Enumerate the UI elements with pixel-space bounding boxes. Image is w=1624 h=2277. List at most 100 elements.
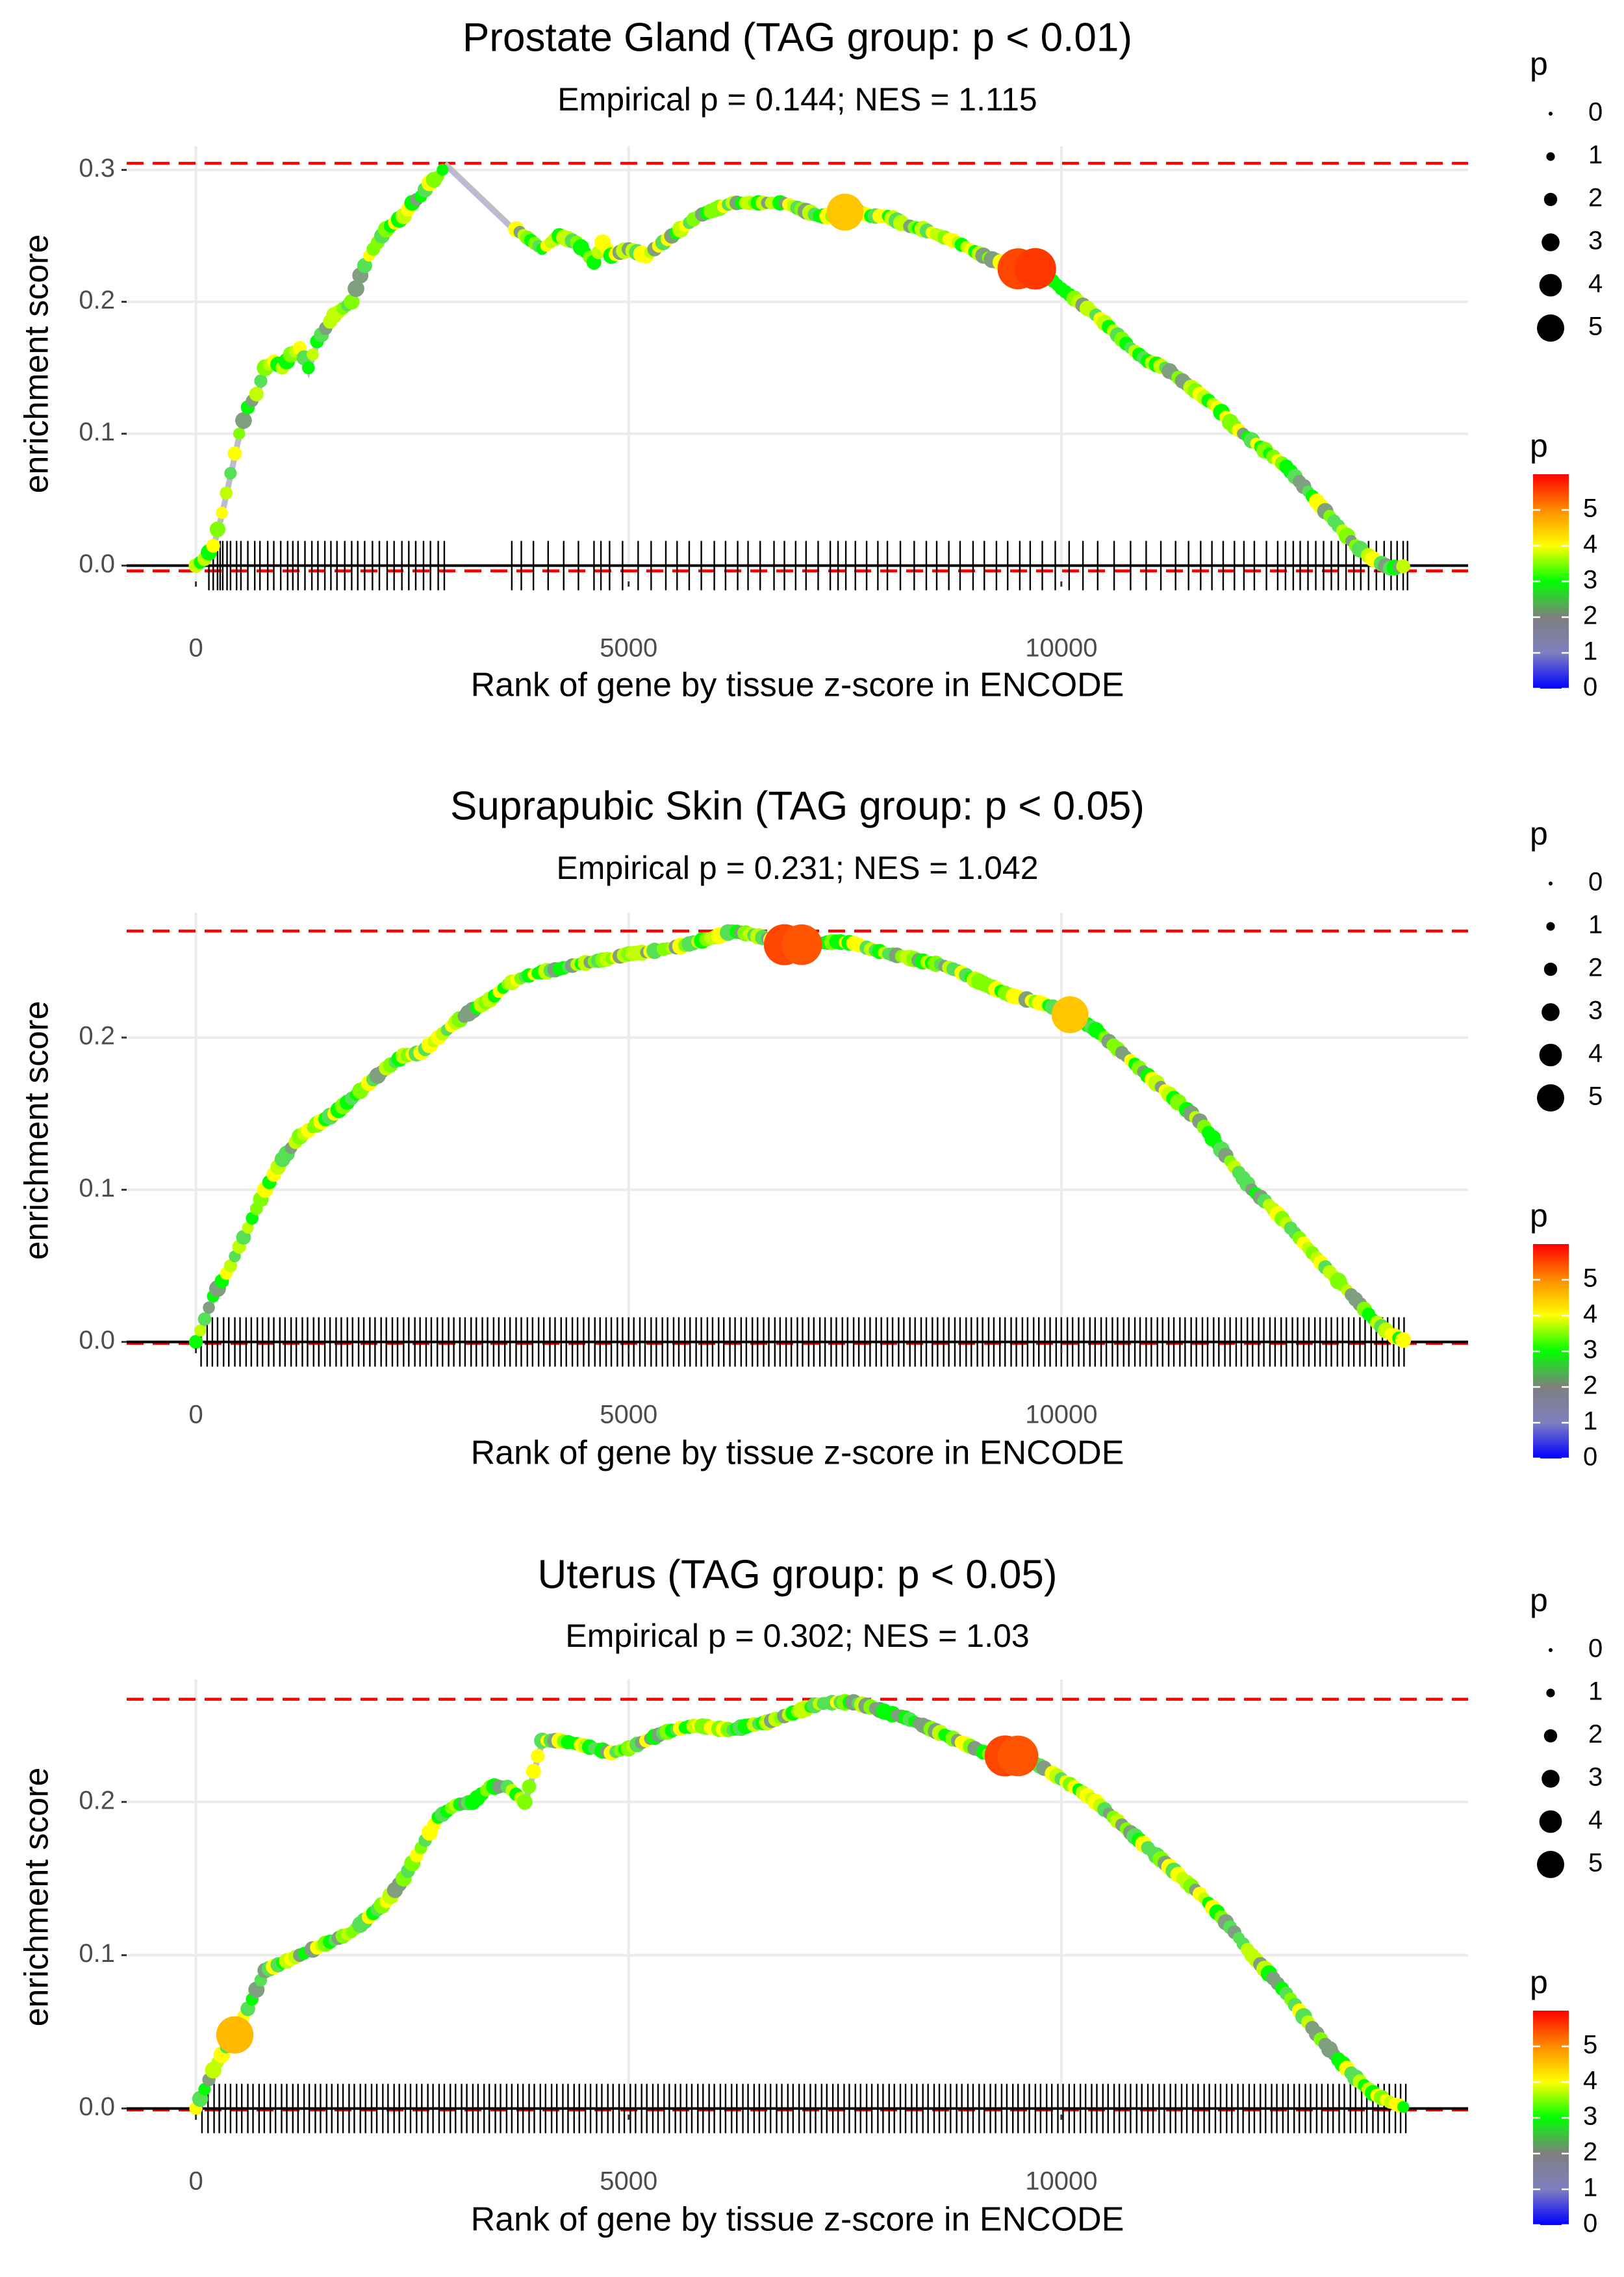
size-legend-key [1549,882,1553,885]
size-legend-key [1549,1648,1553,1652]
size-legend-label: 4 [1588,1039,1603,1068]
size-legend-label: 3 [1588,227,1603,255]
size-legend-label: 0 [1588,98,1603,127]
es-points [188,924,1412,1349]
es-point [1397,2101,1410,2113]
color-legend: p 0 1 2 3 4 5 [1530,1197,1597,1471]
es-point [301,361,315,374]
size-legend-title: p [1530,1582,1548,1618]
size-legend-label: 2 [1588,1720,1603,1749]
es-curve [194,930,1408,1343]
size-legend-key [1542,1003,1560,1021]
es-point [357,258,372,273]
color-legend-label: 3 [1583,566,1597,594]
panel-2: Suprapubic Skin (TAG group: p < 0.05) Emp… [18,783,1603,1471]
size-legend-key [1546,922,1555,931]
size-legend-key [1539,1043,1562,1067]
color-legend-label: 3 [1583,2102,1597,2131]
chart-title: Prostate Gland (TAG group: p < 0.01) [463,15,1132,60]
es-point [206,539,220,553]
size-legend-label: 4 [1588,1806,1603,1835]
color-legend-label: 1 [1583,1407,1597,1436]
y-tick-label: 0.2 [79,1786,115,1814]
x-tick-label: 0 [188,634,203,663]
size-legend-title: p [1530,815,1548,852]
es-curve-shadow [194,161,1408,574]
size-legend-label: 5 [1588,1849,1603,1877]
size-legend-key [1539,1810,1562,1833]
size-legend-key [1543,962,1558,976]
es-point [254,374,268,388]
es-point [246,1212,259,1225]
size-legend-label: 3 [1588,1763,1603,1792]
size-legend: p 0 1 2 3 4 5 [1530,815,1603,1112]
color-legend-label: 5 [1583,2031,1597,2059]
chart-subtitle: Empirical p = 0.144; NES = 1.115 [557,81,1037,118]
size-legend-key [1549,112,1553,116]
color-legend: p 0 1 2 3 4 5 [1530,427,1597,701]
color-legend: p 0 1 2 3 4 5 [1530,1964,1597,2237]
es-point [348,280,364,298]
y-tick-label: 0.3 [79,154,115,183]
size-legend-label: 2 [1588,954,1603,982]
es-highlight-point [997,1735,1039,1777]
size-legend-key [1537,1084,1564,1112]
x-axis-label: Rank of gene by tissue z-score in ENCODE [471,2201,1124,2239]
es-highlight-point [781,924,822,965]
size-legend-key [1543,1729,1558,1743]
color-legend-label: 4 [1583,1300,1597,1329]
es-highlight-point [216,2016,254,2054]
es-point [236,1230,251,1245]
y-tick-label: 0.0 [79,2093,115,2121]
es-point [224,466,237,480]
es-point [209,521,226,537]
x-tick-label: 5000 [600,2167,657,2196]
x-tick-label: 10000 [1025,1401,1097,1429]
color-legend-label: 2 [1583,2138,1597,2167]
es-point [526,1764,541,1779]
es-point [235,412,252,429]
chart-subtitle: Empirical p = 0.231; NES = 1.042 [556,850,1038,886]
es-point [531,1749,545,1763]
es-point [437,164,449,176]
x-tick-label: 0 [188,1401,203,1429]
color-legend-label: 5 [1583,494,1597,523]
chart-title: Suprapubic Skin (TAG group: p < 0.05) [450,783,1145,828]
color-legend-label: 1 [1583,637,1597,666]
size-legend-key [1542,233,1560,251]
es-point [249,387,264,401]
es-highlight-point [826,194,864,231]
color-legend-label: 5 [1583,1264,1597,1293]
color-legend-title: p [1530,1964,1548,2000]
size-legend-title: p [1530,45,1548,82]
size-legend: p 0 1 2 3 4 5 [1530,45,1603,342]
es-curve-shadow [193,930,1409,1347]
chart-title: Uterus (TAG group: p < 0.05) [537,1552,1057,1597]
y-tick-label: 0.2 [79,286,115,314]
y-axis-label: enrichment score [18,1768,56,2027]
size-legend-key [1546,152,1555,161]
size-legend-label: 4 [1588,270,1603,298]
es-point [1395,1332,1412,1348]
es-point [522,1779,537,1794]
es-point [242,1221,254,1234]
color-legend-title: p [1530,427,1548,464]
es-point [220,487,233,500]
size-legend-key [1543,192,1558,207]
color-legend-label: 0 [1583,1443,1597,1471]
size-legend-label: 1 [1588,911,1603,939]
color-legend-label: 0 [1583,673,1597,702]
es-point [307,348,319,361]
size-legend-key [1537,314,1564,342]
x-tick-label: 5000 [600,1401,657,1429]
es-highlight-point [1014,248,1056,290]
color-legend-label: 1 [1583,2174,1597,2202]
es-point [227,446,242,461]
panel-1: Prostate Gland (TAG group: p < 0.01) Empi… [18,15,1603,704]
color-legend-label: 2 [1583,1371,1597,1400]
size-legend-label: 1 [1588,1677,1603,1706]
size-legend-label: 0 [1588,1635,1603,1663]
y-tick-label: 0.2 [79,1022,115,1050]
size-legend-label: 0 [1588,868,1603,897]
